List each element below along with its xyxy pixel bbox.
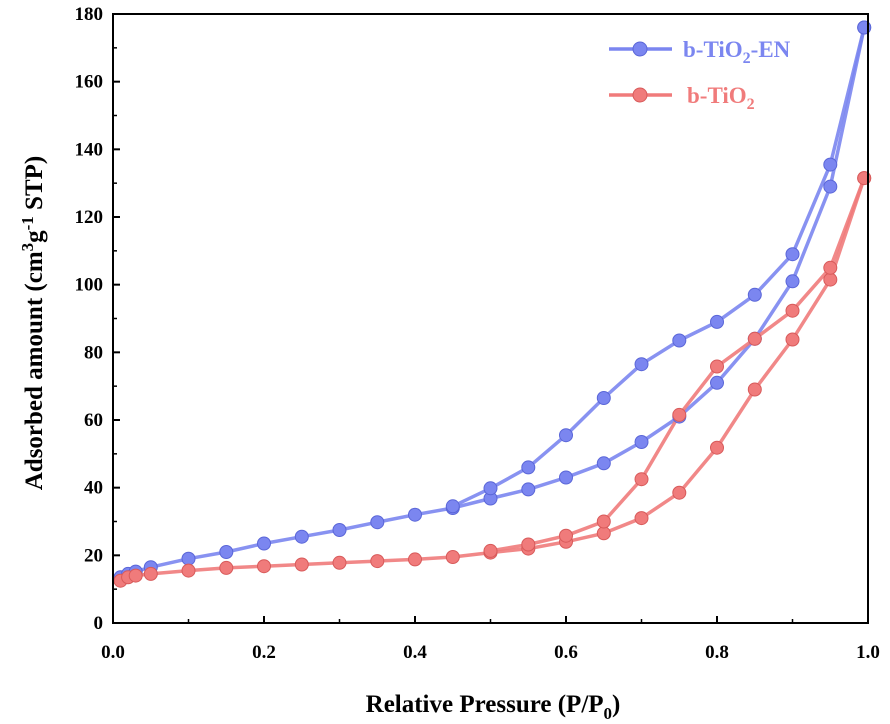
data-point-b-tio2-en-desorption — [559, 428, 573, 443]
data-point-b-tio2-desorption — [823, 260, 838, 275]
data-point-b-tio2-adsorption — [596, 526, 611, 541]
data-point-b-tio2-desorption — [785, 303, 800, 318]
plot-frame — [112, 13, 869, 624]
data-point-b-tio2-en-desorption — [672, 333, 687, 348]
data-point-b-tio2-desorption — [559, 528, 573, 543]
legend-marker-b-tio2 — [632, 87, 648, 103]
data-point-b-tio2-en-adsorption — [559, 470, 573, 485]
data-point-b-tio2-adsorption — [128, 568, 143, 583]
series-line-b-tio2-adsorption — [119, 177, 866, 583]
y-tick-label: 140 — [75, 139, 104, 160]
plot-markers — [113, 20, 872, 588]
data-point-b-tio2-en-desorption — [747, 287, 762, 302]
data-point-b-tio2-en-adsorption — [710, 375, 724, 390]
data-point-b-tio2-desorption — [521, 537, 536, 552]
data-point-b-tio2-en-desorption — [596, 391, 611, 405]
series-line-b-tio2-en-desorption — [452, 27, 866, 508]
x-axis: 0.0 0.2 0.4 0.6 0.8 1.0 — [101, 616, 880, 663]
data-point-b-tio2-en-adsorption — [408, 507, 422, 522]
data-point-b-tio2-adsorption — [634, 511, 649, 526]
data-point-b-tio2-adsorption — [181, 563, 196, 578]
data-point-b-tio2-en-adsorption — [294, 529, 309, 544]
data-point-b-tio2-en-desorption — [823, 157, 838, 172]
x-tick-label: 0.2 — [252, 642, 276, 663]
legend-marker-b-tio2-en — [632, 41, 648, 57]
y-tick-label: 120 — [75, 207, 104, 228]
data-point-b-tio2-en-adsorption — [823, 179, 838, 194]
data-point-b-tio2-en-desorption — [445, 499, 460, 514]
data-point-b-tio2-adsorption — [332, 555, 347, 570]
y-axis: 0 20 40 60 80 100 120 140 160 180 — [75, 4, 120, 634]
data-point-b-tio2-adsorption — [785, 332, 800, 347]
x-tick-label: 0.8 — [705, 642, 729, 663]
y-tick-label: 80 — [84, 342, 103, 363]
x-tick-label: 0.0 — [101, 642, 125, 663]
y-tick-label: 0 — [94, 613, 104, 634]
data-point-b-tio2-adsorption — [445, 550, 460, 564]
data-point-b-tio2-en-adsorption — [521, 482, 536, 497]
data-point-b-tio2-adsorption — [823, 272, 838, 287]
data-point-b-tio2-adsorption — [219, 560, 234, 575]
data-point-b-tio2-adsorption — [370, 554, 385, 569]
data-point-b-tio2-en-adsorption — [785, 274, 800, 289]
x-tick-label: 0.4 — [403, 642, 427, 663]
data-point-b-tio2-adsorption — [408, 552, 422, 567]
data-point-b-tio2-en-adsorption — [596, 456, 611, 471]
y-tick-label: 100 — [75, 275, 104, 296]
legend-label-b-tio2: b-TiO2 — [687, 83, 755, 113]
data-point-b-tio2-en-adsorption — [634, 435, 649, 449]
data-point-b-tio2-adsorption — [672, 485, 687, 500]
data-point-b-tio2-adsorption — [747, 382, 762, 397]
data-point-b-tio2-adsorption — [710, 440, 724, 455]
data-point-b-tio2-en-desorption — [483, 481, 498, 496]
data-point-b-tio2-en-adsorption — [181, 551, 196, 566]
data-point-b-tio2-en-adsorption — [257, 536, 271, 551]
legend-label-b-tio2-en: b-TiO2-EN — [683, 37, 791, 67]
data-point-b-tio2-en-adsorption — [332, 523, 347, 537]
data-point-b-tio2-adsorption — [143, 566, 158, 581]
y-tick-label: 180 — [75, 4, 104, 25]
y-axis-title: Adsorbed amount (cm3g-1 STP) — [18, 156, 48, 491]
data-point-b-tio2-desorption — [710, 359, 724, 374]
x-tick-label: 0.6 — [554, 642, 578, 663]
data-point-b-tio2-adsorption — [294, 557, 309, 572]
legend-entry-b-tio2-en: b-TiO2-EN — [609, 37, 791, 67]
legend: b-TiO2-EN b-TiO2 — [609, 37, 791, 113]
data-point-b-tio2-en-desorption — [521, 460, 536, 475]
y-tick-label: 40 — [84, 478, 103, 499]
data-point-b-tio2-desorption — [634, 472, 649, 487]
y-tick-label: 20 — [84, 545, 103, 566]
data-point-b-tio2-adsorption — [257, 559, 271, 574]
data-point-b-tio2-en-desorption — [634, 357, 649, 372]
data-point-b-tio2-en-desorption — [710, 314, 724, 329]
data-point-b-tio2-desorption — [483, 543, 498, 558]
data-point-b-tio2-en-adsorption — [219, 545, 234, 559]
legend-entry-b-tio2: b-TiO2 — [609, 83, 755, 113]
x-tick-label: 1.0 — [856, 642, 880, 663]
x-axis-title: Relative Pressure (P/P0) — [366, 691, 621, 723]
y-tick-label: 160 — [75, 72, 104, 93]
data-point-b-tio2-en-adsorption — [370, 515, 385, 530]
data-point-b-tio2-desorption — [596, 514, 611, 529]
data-point-b-tio2-desorption — [747, 331, 762, 346]
data-point-b-tio2-desorption — [672, 407, 687, 422]
y-tick-label: 60 — [84, 410, 103, 431]
data-point-b-tio2-en-desorption — [785, 247, 800, 262]
